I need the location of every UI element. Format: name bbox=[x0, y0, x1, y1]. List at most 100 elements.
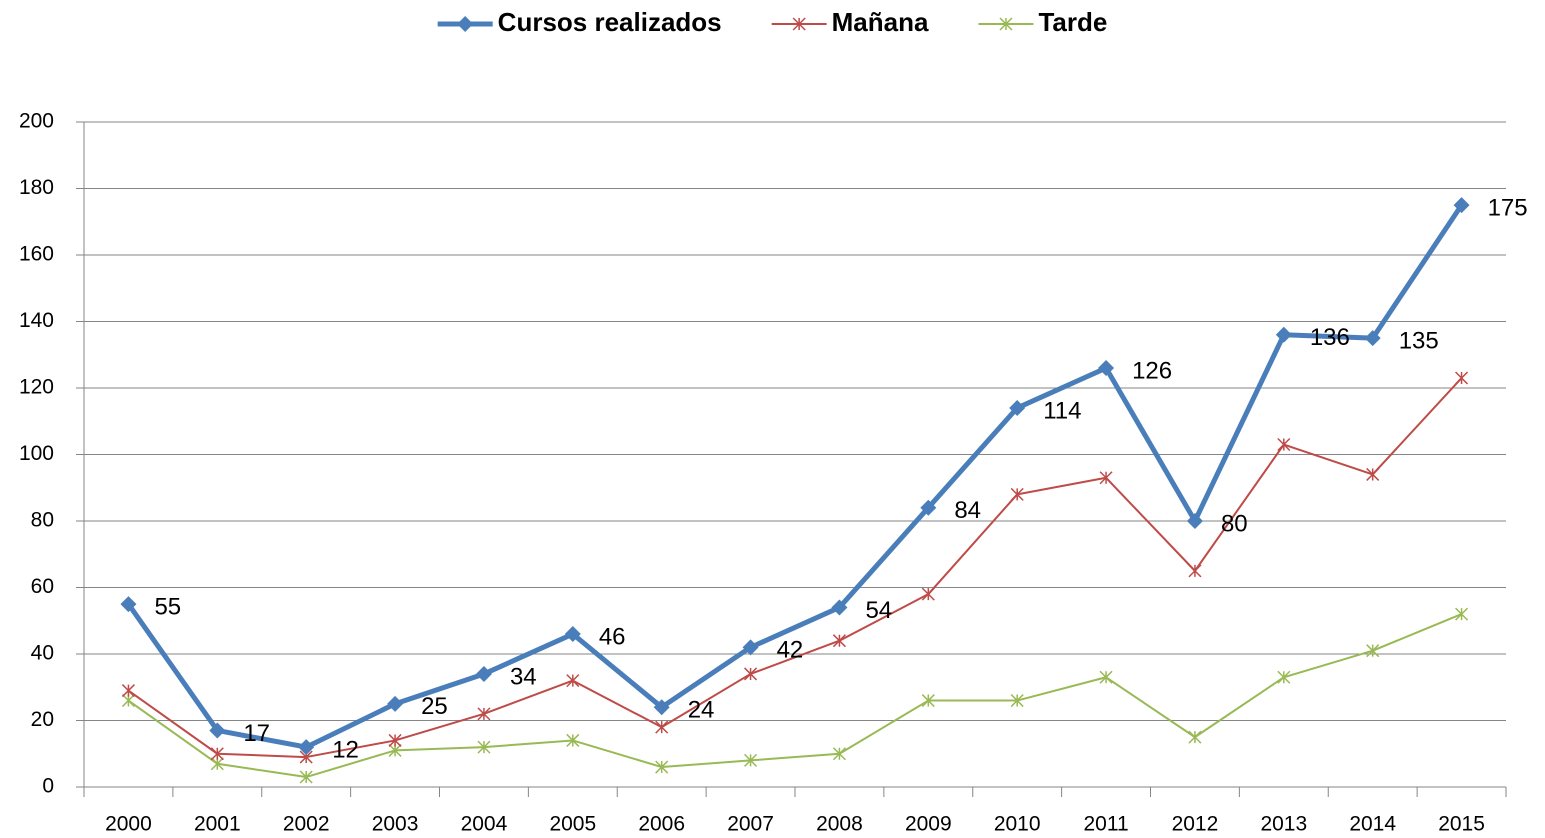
marker bbox=[299, 770, 313, 784]
data-label: 54 bbox=[865, 597, 892, 624]
marker bbox=[457, 16, 474, 32]
legend-label: Tarde bbox=[1038, 7, 1107, 37]
marker bbox=[792, 17, 806, 31]
legend-item: Tarde bbox=[978, 7, 1107, 37]
legend-item: Cursos realizados bbox=[437, 7, 722, 37]
x-tick-label: 2011 bbox=[1083, 813, 1128, 836]
marker bbox=[832, 634, 846, 648]
marker bbox=[566, 674, 580, 688]
y-tick-label: 140 bbox=[19, 309, 54, 332]
marker bbox=[1010, 694, 1024, 708]
marker bbox=[298, 739, 315, 756]
marker bbox=[1455, 371, 1469, 385]
y-tick-label: 20 bbox=[31, 708, 54, 731]
marker bbox=[477, 707, 491, 721]
marker bbox=[999, 17, 1013, 31]
data-label: 25 bbox=[421, 693, 448, 720]
series-line bbox=[126, 203, 1464, 750]
marker bbox=[1188, 564, 1202, 578]
data-label: 17 bbox=[243, 720, 270, 747]
data-label: 80 bbox=[1221, 510, 1248, 537]
marker bbox=[121, 684, 135, 698]
marker bbox=[1277, 437, 1291, 452]
marker bbox=[1099, 471, 1113, 485]
marker bbox=[742, 639, 759, 656]
marker bbox=[1188, 730, 1202, 744]
marker bbox=[566, 733, 580, 747]
marker bbox=[921, 694, 935, 708]
legend-label: Cursos realizados bbox=[498, 7, 722, 37]
marker bbox=[1453, 197, 1470, 214]
marker bbox=[1366, 467, 1380, 481]
marker bbox=[655, 760, 669, 774]
x-tick-label: 2015 bbox=[1438, 813, 1485, 836]
y-tick-label: 80 bbox=[31, 509, 54, 532]
data-label: 175 bbox=[1488, 194, 1528, 221]
marker bbox=[1366, 644, 1380, 658]
marker bbox=[387, 695, 404, 712]
x-tick-label: 2003 bbox=[372, 813, 419, 836]
series-line bbox=[127, 377, 1463, 759]
data-label: 34 bbox=[510, 663, 537, 690]
marker bbox=[1098, 360, 1115, 377]
x-tick-label: 2006 bbox=[638, 813, 685, 836]
x-tick-label: 2010 bbox=[994, 813, 1041, 836]
x-tick-label: 2012 bbox=[1172, 813, 1219, 836]
y-tick-label: 60 bbox=[31, 575, 54, 598]
x-tick-label: 2007 bbox=[727, 813, 774, 836]
x-tick-label: 2004 bbox=[461, 813, 508, 836]
legend-label: Mañana bbox=[832, 7, 929, 37]
x-tick-label: 2005 bbox=[549, 813, 596, 836]
marker bbox=[1010, 487, 1024, 501]
data-label: 42 bbox=[777, 637, 804, 664]
data-label: 126 bbox=[1132, 357, 1172, 384]
marker bbox=[655, 720, 669, 734]
x-tick-label: 2008 bbox=[816, 813, 863, 836]
data-label: 12 bbox=[332, 736, 359, 763]
legend-item: Mañana bbox=[771, 7, 929, 37]
y-tick-label: 40 bbox=[31, 642, 54, 665]
marker bbox=[744, 753, 758, 767]
marker bbox=[1277, 670, 1291, 684]
marker bbox=[1186, 513, 1203, 529]
data-label: 136 bbox=[1310, 324, 1350, 351]
x-tick-label: 2014 bbox=[1349, 813, 1396, 836]
data-label: 24 bbox=[688, 697, 715, 724]
data-label: 55 bbox=[154, 593, 181, 620]
marker bbox=[209, 722, 226, 739]
x-tick-label: 2013 bbox=[1260, 813, 1307, 836]
marker bbox=[1455, 607, 1469, 621]
y-tick-label: 160 bbox=[19, 243, 54, 266]
y-tick-label: 180 bbox=[19, 176, 54, 199]
x-tick-label: 2002 bbox=[283, 813, 330, 836]
data-label: 114 bbox=[1043, 397, 1081, 424]
marker bbox=[477, 740, 491, 754]
y-tick-label: 100 bbox=[19, 442, 54, 465]
marker bbox=[1099, 670, 1113, 684]
marker bbox=[1364, 330, 1381, 347]
series-line bbox=[127, 613, 1462, 779]
marker bbox=[210, 747, 224, 761]
x-tick-label: 2000 bbox=[105, 813, 152, 836]
marker bbox=[120, 596, 137, 613]
marker bbox=[832, 747, 846, 761]
marker bbox=[920, 499, 937, 516]
y-tick-label: 0 bbox=[42, 775, 54, 798]
y-tick-label: 120 bbox=[19, 376, 54, 399]
marker bbox=[921, 587, 935, 601]
y-tick-label: 200 bbox=[19, 110, 54, 133]
marker bbox=[831, 599, 848, 616]
x-tick-label: 2001 bbox=[194, 813, 241, 836]
legend: Cursos realizados Mañana Tarde bbox=[437, 7, 1107, 37]
x-tick-label: 2009 bbox=[905, 813, 952, 836]
data-label: 84 bbox=[954, 497, 981, 524]
marker bbox=[1275, 326, 1292, 343]
marker bbox=[564, 626, 581, 643]
marker bbox=[744, 667, 758, 681]
data-label: 135 bbox=[1399, 327, 1439, 354]
marker bbox=[475, 665, 492, 682]
marker bbox=[388, 733, 402, 747]
marker bbox=[1009, 399, 1026, 416]
data-label: 46 bbox=[599, 623, 626, 650]
